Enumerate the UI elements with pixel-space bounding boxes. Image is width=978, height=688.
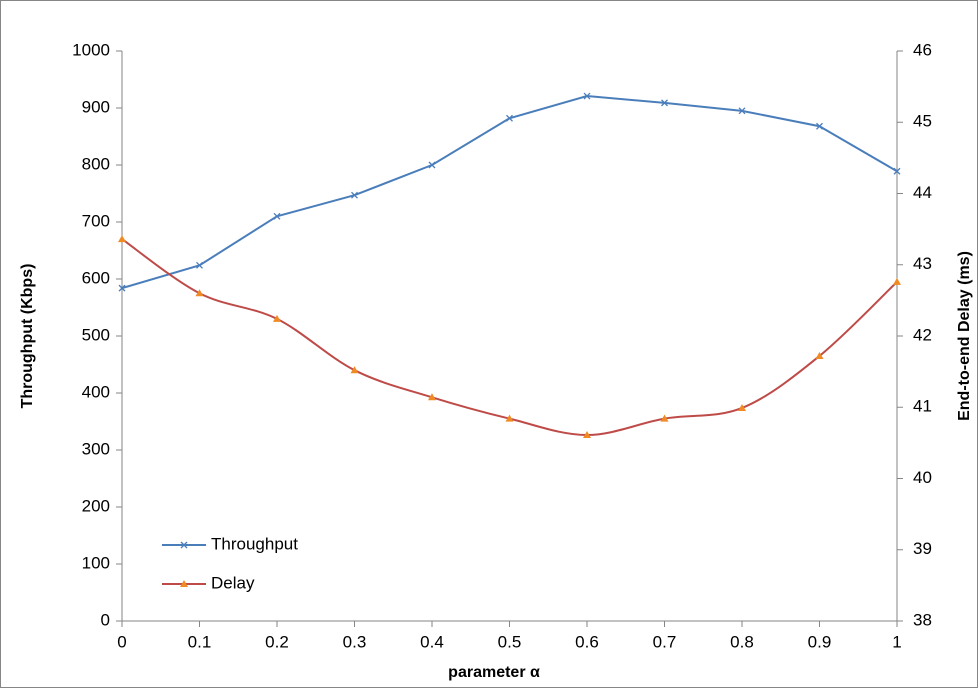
y-tick-label: 100 bbox=[82, 553, 110, 572]
point bbox=[350, 366, 359, 374]
point bbox=[118, 235, 126, 243]
point bbox=[816, 122, 823, 130]
point bbox=[738, 403, 746, 411]
point bbox=[893, 277, 901, 285]
point bbox=[196, 261, 203, 269]
x-tick-label: 0.2 bbox=[265, 632, 289, 651]
point bbox=[428, 393, 436, 401]
point bbox=[351, 191, 358, 199]
x-tick-label: 0.5 bbox=[498, 632, 522, 651]
point bbox=[660, 414, 669, 422]
x-tick-label: 0.6 bbox=[575, 632, 599, 651]
y2-tick-label: 43 bbox=[913, 254, 932, 273]
x-axis-title: parameter α bbox=[448, 664, 540, 681]
y-tick-label: 500 bbox=[82, 325, 110, 344]
x-tick-label: 0.4 bbox=[420, 632, 444, 651]
point bbox=[273, 212, 281, 220]
y2-tick-label: 44 bbox=[913, 183, 932, 202]
point bbox=[583, 92, 591, 100]
point bbox=[815, 351, 824, 359]
y2-tick-label: 41 bbox=[913, 397, 932, 416]
x-tick-label: 0 bbox=[117, 632, 126, 651]
y-tick-label: 0 bbox=[101, 610, 110, 629]
y-tick-label: 1000 bbox=[72, 40, 110, 59]
y-tick-label: 300 bbox=[82, 439, 110, 458]
x-tick-label: 0.3 bbox=[343, 632, 367, 651]
y2-axis-title: End-to-end Delay (ms) bbox=[956, 251, 973, 421]
y-tick-label: 900 bbox=[82, 97, 110, 116]
y2-tick-label: 45 bbox=[913, 112, 932, 131]
y-tick-label: 700 bbox=[82, 211, 110, 230]
x-tick-label: 0.8 bbox=[730, 632, 754, 651]
point bbox=[893, 167, 901, 175]
y2-tick-label: 40 bbox=[913, 468, 932, 487]
y-axis-title: Throughput (Kbps) bbox=[19, 264, 36, 409]
x-tick-label: 1 bbox=[892, 632, 901, 651]
y2-tick-label: 39 bbox=[913, 539, 932, 558]
point bbox=[661, 99, 668, 107]
y2-tick-label: 42 bbox=[913, 325, 932, 344]
legend-label: Delay bbox=[211, 573, 255, 592]
point bbox=[738, 107, 746, 115]
y-tick-label: 800 bbox=[82, 154, 110, 173]
y-tick-label: 600 bbox=[82, 268, 110, 287]
legend-marker bbox=[180, 580, 188, 587]
point bbox=[506, 114, 513, 122]
x-tick-label: 0.9 bbox=[808, 632, 832, 651]
x-tick-label: 0.7 bbox=[653, 632, 677, 651]
point bbox=[583, 431, 591, 439]
x-tick-label: 0.1 bbox=[188, 632, 212, 651]
legend-label: Throughput bbox=[211, 534, 298, 553]
y-tick-label: 200 bbox=[82, 496, 110, 515]
y2-tick-label: 46 bbox=[913, 40, 932, 59]
point bbox=[273, 314, 281, 322]
point bbox=[195, 289, 204, 297]
point bbox=[505, 414, 514, 422]
point bbox=[118, 284, 126, 292]
y2-tick-label: 38 bbox=[913, 610, 932, 629]
y-tick-label: 400 bbox=[82, 382, 110, 401]
point bbox=[428, 161, 436, 169]
legend-marker bbox=[180, 541, 188, 549]
